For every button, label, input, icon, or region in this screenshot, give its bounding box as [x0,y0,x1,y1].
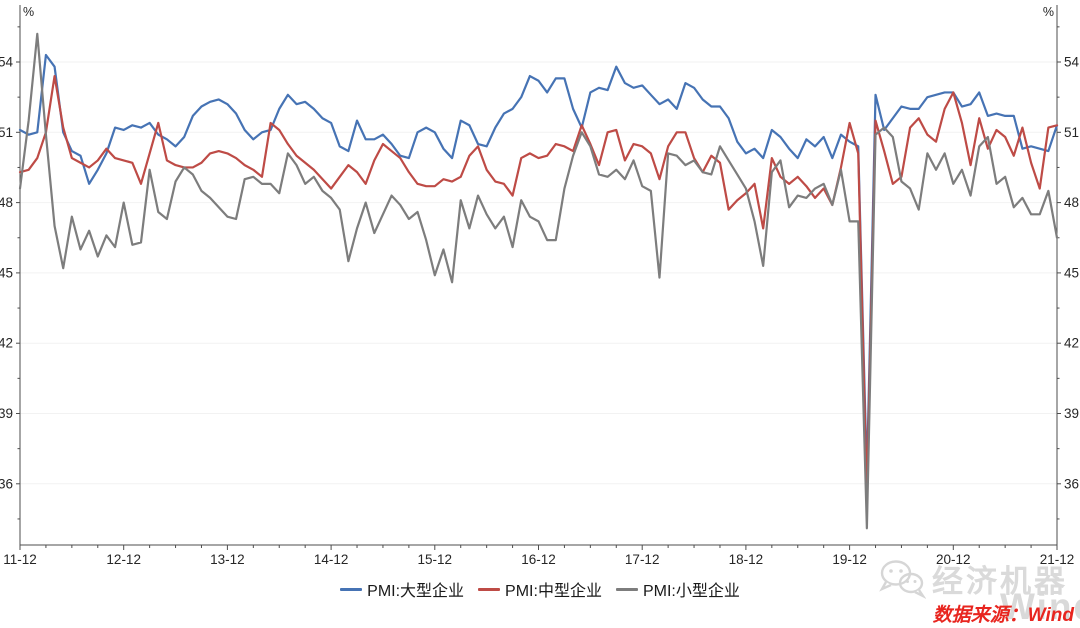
svg-text:%: % [1043,5,1054,19]
svg-text:39: 39 [1064,406,1079,421]
svg-text:15-12: 15-12 [418,552,453,567]
svg-text:42: 42 [0,336,13,351]
data-source-credit: 数据来源：Wind [932,605,1074,626]
svg-text:51: 51 [1064,125,1079,140]
legend-dash-medium-icon [478,587,501,591]
svg-text:54: 54 [1064,55,1080,70]
svg-text:11-12: 11-12 [3,552,37,567]
svg-text:48: 48 [1064,195,1079,210]
brand-watermark: 经济机器 [878,556,1068,601]
svg-text:14-12: 14-12 [314,552,349,567]
brand-watermark-text: 经济机器 [932,564,1068,599]
svg-text:39: 39 [0,406,13,421]
legend-item-small: PMI:小型企业 [615,577,740,601]
svg-text:20-12: 20-12 [936,552,971,567]
svg-text:36: 36 [1064,476,1079,491]
svg-text:16-12: 16-12 [521,552,556,567]
pmi-line-chart: 36 36 39 39 42 42 45 45 48 48 51 51 54 54% % 11-12 12-12… [0,5,1080,567]
svg-text:13-12: 13-12 [210,552,245,567]
svg-text:45: 45 [0,265,13,280]
legend-dash-large-icon [340,587,363,591]
legend-label-large: PMI:大型企业 [367,583,465,600]
svg-text:42: 42 [1064,336,1079,351]
svg-text:45: 45 [1064,265,1079,280]
svg-text:12-12: 12-12 [106,552,141,567]
wind-watermark-text: Wind [1000,586,1080,627]
svg-text:51: 51 [0,125,13,140]
legend-dash-small-icon [615,587,638,591]
svg-text:36: 36 [0,476,13,491]
svg-text:19-12: 19-12 [832,552,867,567]
wechat-icon [879,559,926,599]
svg-text:18-12: 18-12 [729,552,764,567]
legend-item-medium: PMI:中型企业 [478,577,602,601]
legend-item-large: PMI:大型企业 [340,577,464,601]
svg-text:21-12: 21-12 [1040,552,1075,567]
svg-text:17-12: 17-12 [625,552,660,567]
legend-label-medium: PMI:中型企业 [505,583,602,600]
legend-label-small: PMI:小型企业 [642,583,740,600]
svg-text:54: 54 [0,55,13,70]
svg-text:48: 48 [0,195,13,210]
svg-text:%: % [23,5,34,19]
